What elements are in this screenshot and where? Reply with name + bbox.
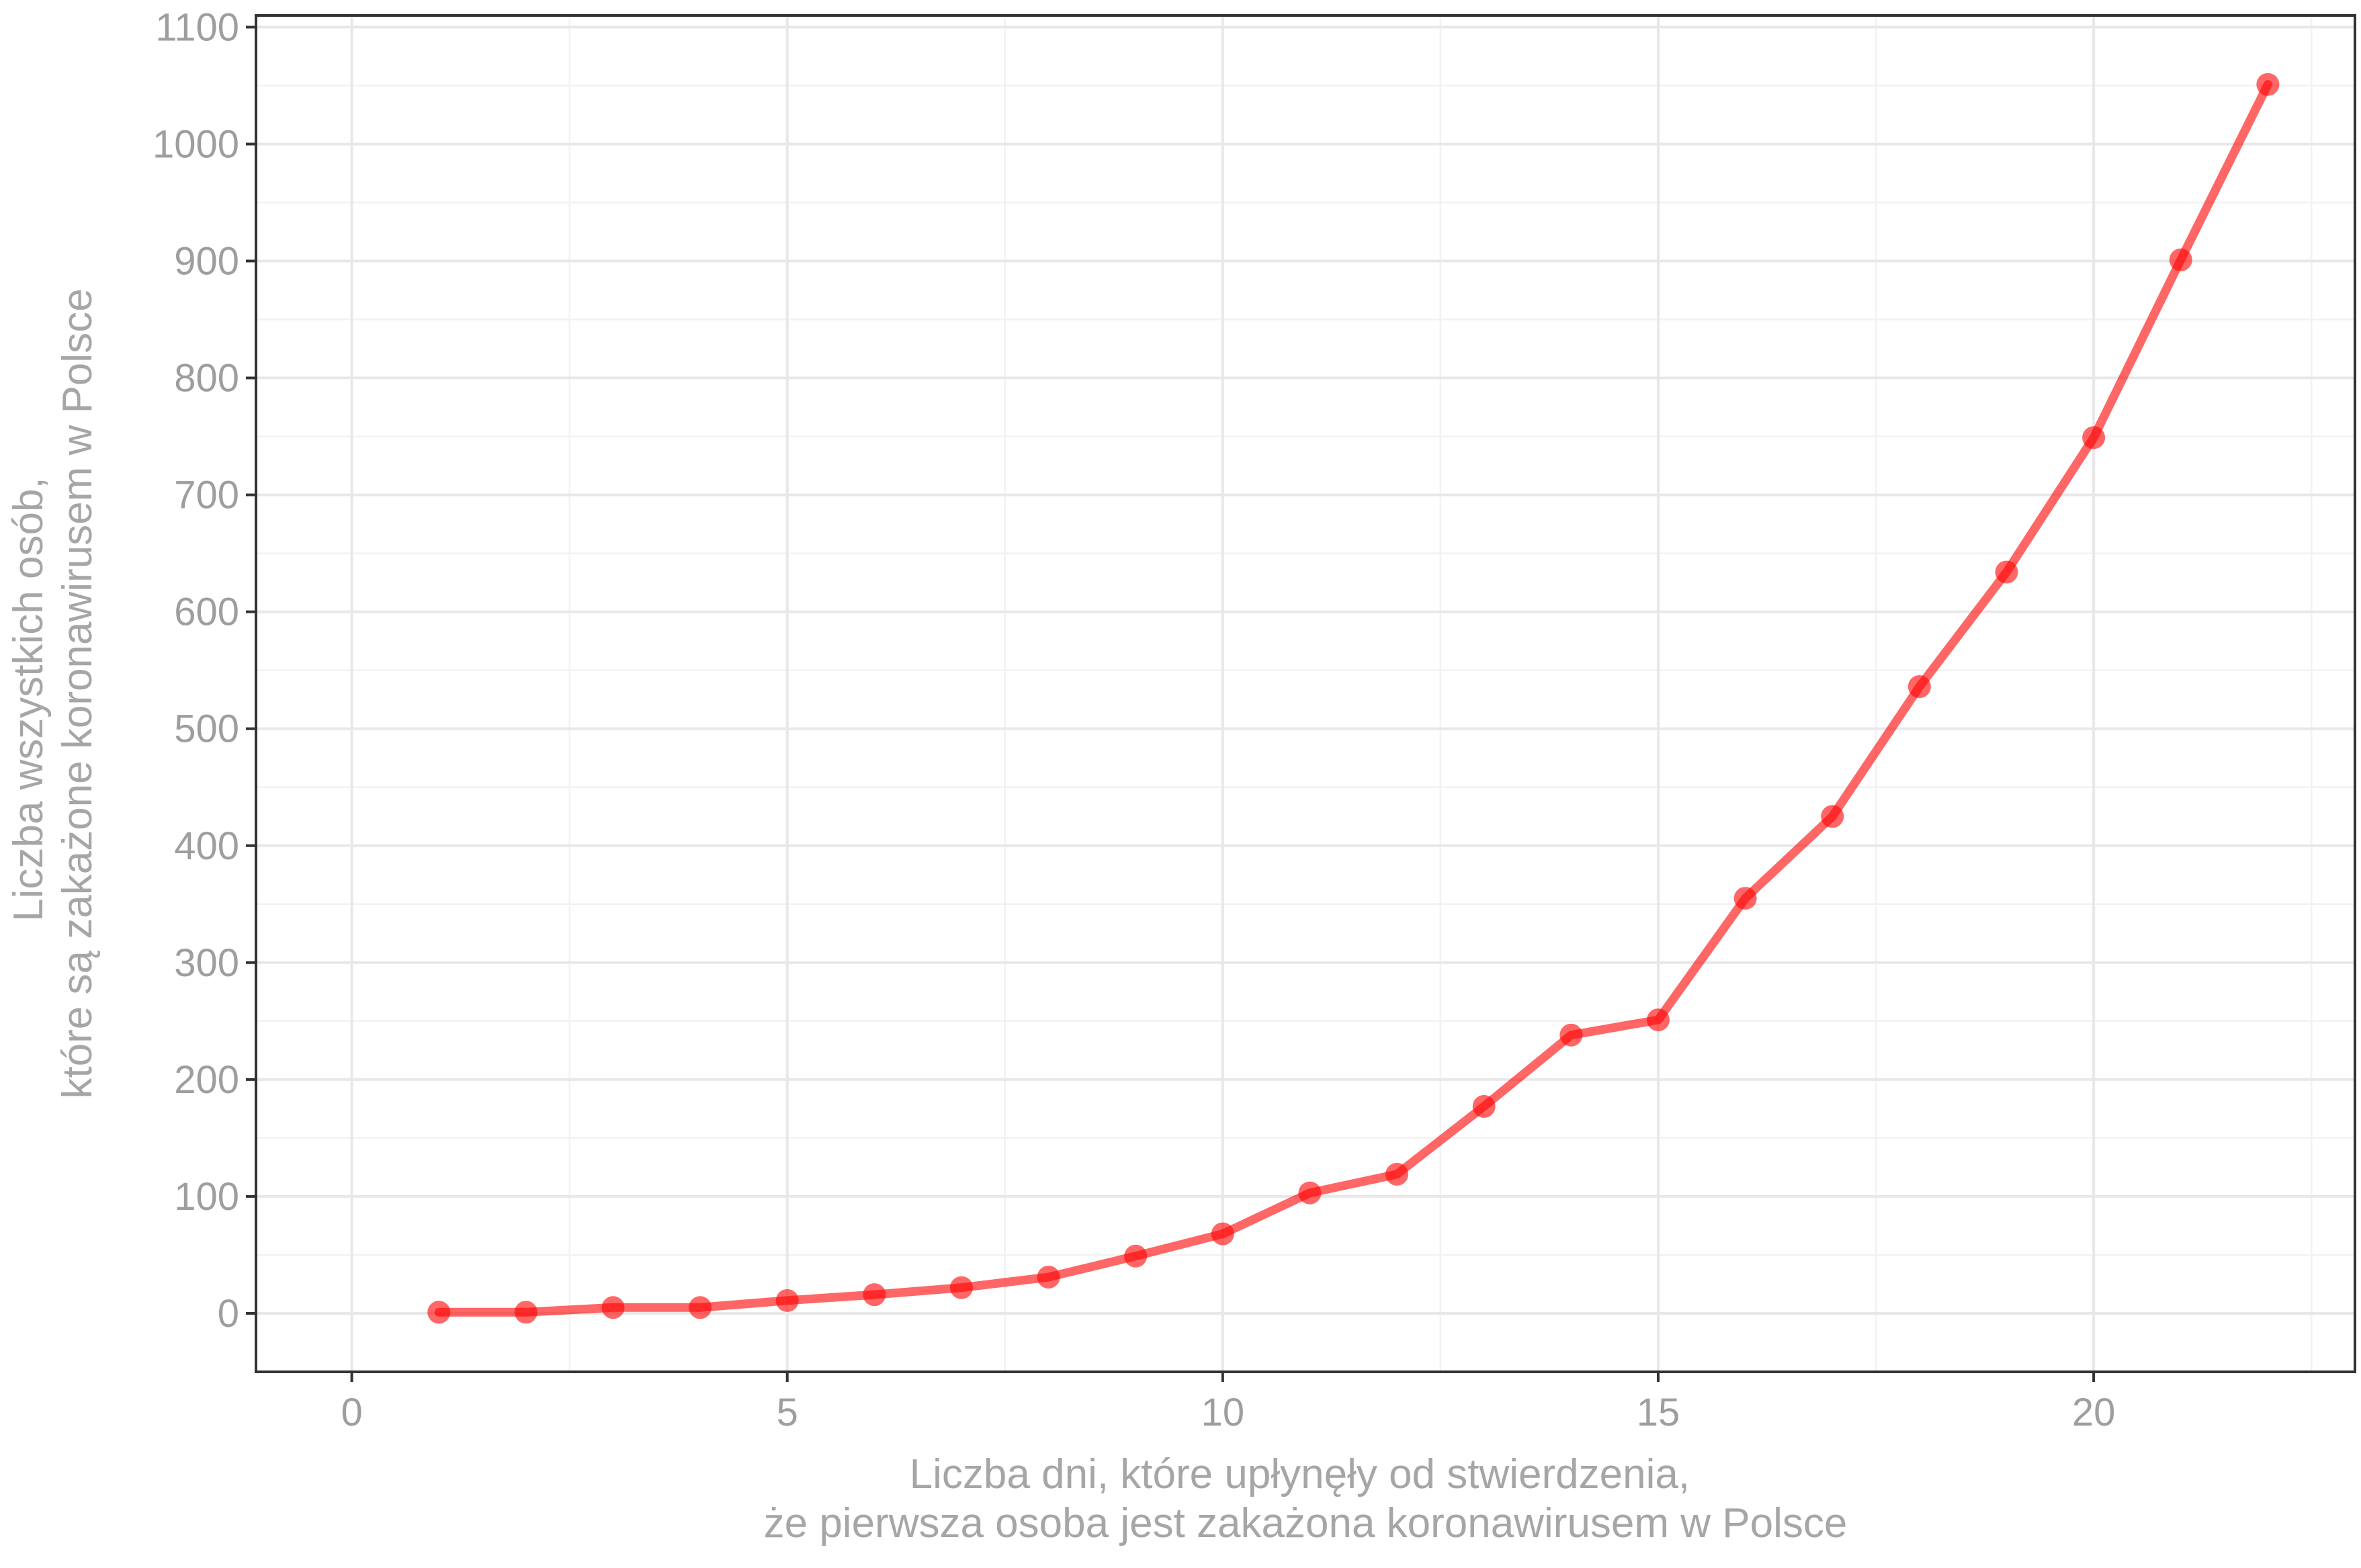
y-axis-title: Liczba wszystkich osób, które są zakażon… (5, 288, 101, 1098)
x-axis-title-line-1: Liczba dni, które upłynęły od stwierdzen… (910, 1451, 1690, 1497)
y-tick-label: 300 (174, 941, 239, 985)
data-point (1124, 1244, 1148, 1268)
data-point (775, 1289, 799, 1312)
data-point (514, 1301, 538, 1324)
data-point (1733, 887, 1757, 910)
data-point (1907, 675, 1931, 699)
data-point (1646, 1008, 1670, 1032)
y-axis-title-line-1: Liczba wszystkich osób, (5, 477, 52, 922)
x-tick-labels: 0 5 10 15 20 (341, 1391, 2115, 1434)
y-tick-label: 600 (174, 591, 239, 634)
data-point (2169, 248, 2192, 271)
x-tick-label: 5 (777, 1391, 798, 1434)
data-point (1298, 1181, 1322, 1205)
y-tick-label: 200 (174, 1058, 239, 1102)
x-axis-title-line-2: że pierwsza osoba jest zakażona koronawi… (764, 1500, 1848, 1547)
y-tick-label: 700 (174, 474, 239, 517)
data-point (1385, 1162, 1409, 1186)
y-tick-label: 500 (174, 707, 239, 751)
x-tick-label: 20 (2072, 1391, 2116, 1434)
y-tick-label: 800 (174, 357, 239, 400)
panel-border (255, 14, 2356, 1373)
y-tick-label: 1100 (155, 5, 239, 49)
y-tick-label: 0 (218, 1292, 239, 1336)
data-point (1821, 805, 1844, 828)
y-tick-labels: 0 100 200 300 400 500 600 700 800 900 1000 1100 (153, 5, 239, 1336)
y-tick-label: 400 (174, 824, 239, 868)
data-point (1559, 1023, 1583, 1047)
y-tick-label: 100 (174, 1175, 239, 1219)
x-axis-title: Liczba dni, które upłynęły od stwierdzen… (764, 1451, 1848, 1547)
data-point (689, 1296, 712, 1319)
series-points-layer (427, 73, 2280, 1324)
x-tick-label: 15 (1637, 1391, 1680, 1434)
series-line (434, 80, 2272, 1317)
y-axis-title-line-2: które są zakażone koronawirusem w Polsce (54, 288, 101, 1098)
y-tick-label: 900 (174, 240, 239, 284)
data-point (1472, 1094, 1496, 1118)
data-point (2256, 73, 2280, 96)
y-tick-label: 1000 (153, 122, 239, 166)
data-point (1037, 1266, 1060, 1289)
data-point (949, 1276, 973, 1299)
data-point (1995, 560, 2018, 584)
data-point (1211, 1222, 1234, 1246)
x-tick-label: 10 (1201, 1391, 1245, 1434)
data-point (601, 1296, 625, 1319)
data-point (427, 1301, 451, 1324)
data-point (2082, 426, 2106, 449)
axis-ticks (246, 26, 2096, 1382)
series-line-layer (434, 80, 2272, 1317)
data-point (863, 1283, 886, 1307)
x-tick-label: 0 (341, 1391, 362, 1434)
